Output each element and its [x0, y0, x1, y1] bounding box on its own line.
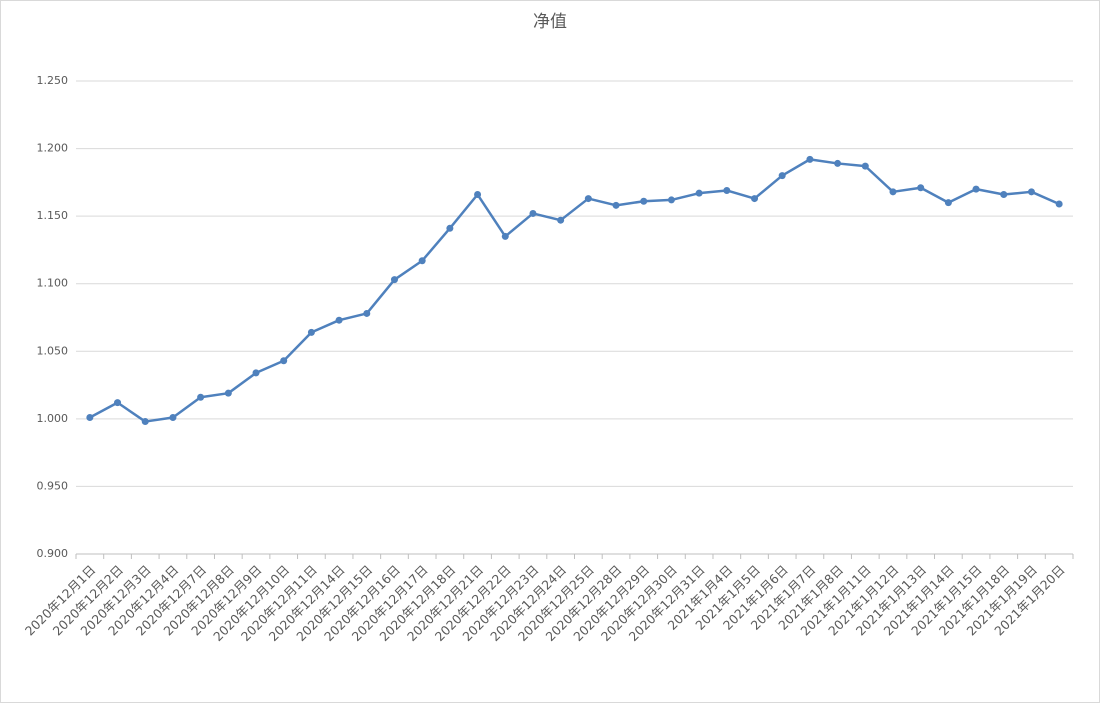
data-point	[972, 185, 980, 193]
y-tick-label: 0.900	[37, 547, 69, 560]
data-point	[889, 188, 897, 196]
data-point	[723, 186, 731, 194]
data-point	[197, 393, 205, 401]
y-tick-label: 1.200	[37, 142, 69, 155]
data-point	[584, 195, 592, 203]
data-point	[280, 357, 288, 365]
data-point	[612, 201, 620, 209]
data-point	[557, 216, 565, 224]
data-point	[169, 414, 177, 422]
data-point	[224, 389, 232, 397]
data-point	[944, 199, 952, 207]
y-tick-label: 1.250	[37, 74, 69, 87]
data-point	[806, 155, 814, 163]
data-point	[917, 184, 925, 192]
data-point	[861, 162, 869, 170]
data-point	[446, 224, 454, 232]
data-point	[418, 257, 426, 265]
y-tick-label: 1.050	[37, 344, 69, 357]
data-point	[695, 189, 703, 197]
data-point	[529, 209, 537, 217]
data-point	[667, 196, 675, 204]
data-point	[1055, 200, 1063, 208]
data-point	[778, 172, 786, 180]
y-tick-label: 1.150	[37, 209, 69, 222]
data-point	[751, 195, 759, 203]
chart-title: 净值	[533, 12, 567, 32]
data-point	[640, 197, 648, 205]
data-point	[1027, 188, 1035, 196]
data-point	[141, 418, 149, 426]
data-point	[474, 191, 482, 199]
data-point	[363, 309, 371, 317]
data-point	[834, 159, 842, 167]
data-point	[390, 276, 398, 284]
data-point	[114, 399, 122, 407]
data-point	[86, 414, 94, 422]
data-line	[89, 158, 1060, 423]
data-point	[307, 328, 315, 336]
y-tick-label: 0.950	[37, 479, 69, 492]
y-tick-label: 1.100	[37, 277, 69, 290]
y-tick-label: 1.000	[37, 412, 69, 425]
data-point	[252, 369, 260, 377]
data-point	[335, 316, 343, 324]
data-point	[1000, 191, 1008, 199]
data-point	[501, 232, 509, 240]
